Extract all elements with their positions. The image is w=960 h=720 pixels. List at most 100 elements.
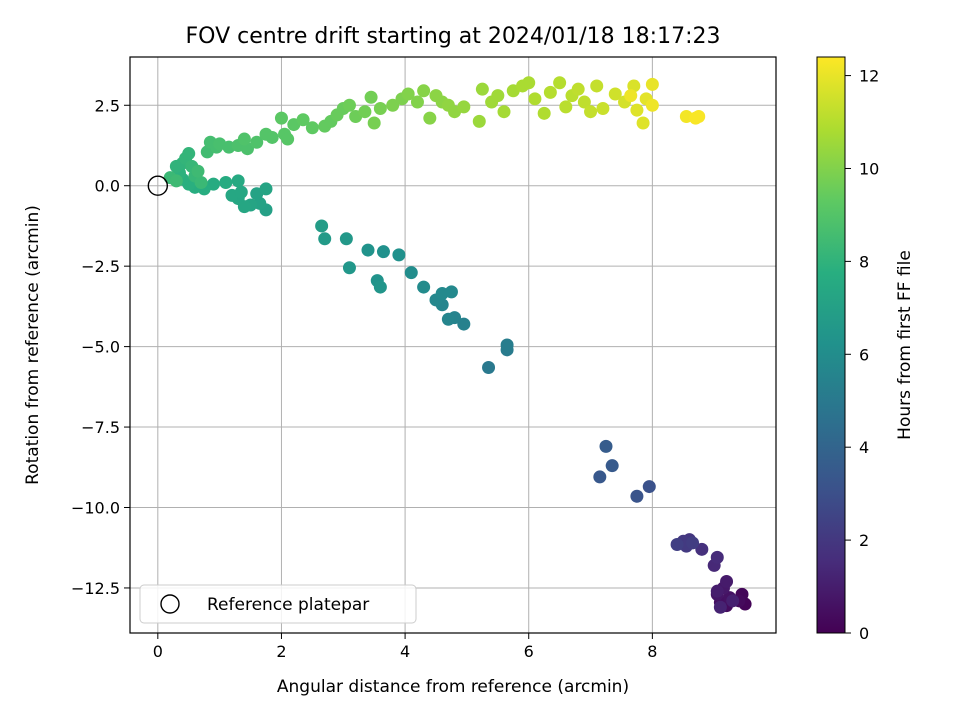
x-axis-label: Angular distance from reference (arcmin) bbox=[277, 677, 629, 697]
data-point bbox=[417, 280, 431, 294]
data-point bbox=[630, 103, 644, 117]
data-point bbox=[296, 113, 310, 127]
data-point bbox=[373, 280, 387, 294]
data-point bbox=[318, 232, 332, 246]
data-point bbox=[472, 114, 486, 128]
data-point bbox=[726, 594, 740, 608]
data-point bbox=[265, 130, 279, 144]
data-point bbox=[367, 116, 381, 130]
data-point bbox=[194, 175, 208, 189]
x-tick-label: 2 bbox=[276, 642, 286, 661]
y-tick-label: −2.5 bbox=[81, 257, 120, 276]
data-point bbox=[713, 600, 727, 614]
data-point bbox=[231, 174, 245, 188]
reference-platepar-marker bbox=[147, 175, 169, 196]
data-point bbox=[720, 575, 734, 589]
grid bbox=[130, 57, 776, 633]
y-tick-label: −7.5 bbox=[81, 418, 120, 437]
y-axis-ticks: 2.5 0.0 −2.5 −5.0 −7.5 −10.0 −12.5 bbox=[71, 96, 130, 598]
legend-marker-open-circle bbox=[160, 594, 180, 614]
data-point bbox=[543, 85, 557, 99]
colorbar-label: Hours from first FF file bbox=[895, 250, 915, 440]
data-point bbox=[599, 439, 613, 453]
data-point bbox=[670, 538, 684, 552]
data-point bbox=[577, 95, 591, 109]
data-point bbox=[553, 76, 567, 90]
data-point bbox=[274, 111, 288, 125]
data-point bbox=[636, 116, 650, 130]
legend: Reference platepar bbox=[139, 584, 417, 624]
data-point bbox=[364, 90, 378, 104]
y-tick-label: −5.0 bbox=[81, 338, 120, 357]
data-point bbox=[695, 542, 709, 556]
data-point bbox=[191, 164, 205, 178]
data-point bbox=[497, 105, 511, 119]
data-point bbox=[500, 338, 514, 352]
data-point bbox=[234, 185, 248, 199]
data-point bbox=[686, 536, 700, 550]
y-tick-label: 0.0 bbox=[95, 177, 120, 196]
data-point bbox=[624, 89, 638, 103]
data-point bbox=[491, 89, 505, 103]
data-point bbox=[710, 550, 724, 564]
data-point bbox=[596, 101, 610, 115]
colorbar-gradient bbox=[816, 56, 846, 634]
data-point bbox=[392, 248, 406, 262]
data-point bbox=[361, 243, 375, 257]
data-point bbox=[590, 79, 604, 93]
colorbar-tick-label: 10 bbox=[859, 159, 879, 178]
data-point bbox=[642, 480, 656, 494]
data-point bbox=[219, 175, 233, 189]
x-tick-label: 4 bbox=[400, 642, 410, 661]
legend-box bbox=[139, 584, 417, 624]
reference-marker-layer bbox=[147, 175, 169, 196]
colorbar-tick-label: 6 bbox=[859, 345, 869, 364]
data-point bbox=[404, 266, 418, 280]
data-point bbox=[169, 174, 183, 188]
x-tick-label: 8 bbox=[647, 642, 657, 661]
colorbar-tick-label: 4 bbox=[859, 438, 869, 457]
data-point bbox=[528, 92, 542, 106]
data-point bbox=[584, 105, 598, 119]
plot-frame bbox=[129, 56, 777, 634]
chart-title: FOV centre drift starting at 2024/01/18 … bbox=[186, 24, 721, 49]
data-points bbox=[163, 76, 752, 614]
data-point bbox=[373, 101, 387, 115]
data-point bbox=[457, 100, 471, 114]
data-point bbox=[358, 105, 372, 119]
colorbar-tick-label: 2 bbox=[859, 531, 869, 550]
data-point bbox=[410, 95, 424, 109]
data-point bbox=[537, 106, 551, 120]
data-point bbox=[571, 82, 585, 96]
data-point bbox=[475, 82, 489, 96]
data-point bbox=[376, 245, 390, 259]
y-tick-label: −12.5 bbox=[71, 579, 120, 598]
data-point bbox=[237, 132, 251, 146]
x-tick-label: 6 bbox=[524, 642, 534, 661]
colorbar-tick-label: 12 bbox=[859, 67, 879, 86]
data-point bbox=[605, 459, 619, 473]
data-point bbox=[315, 219, 329, 233]
data-point bbox=[645, 98, 659, 112]
data-point bbox=[559, 100, 573, 114]
data-point bbox=[593, 470, 607, 484]
data-point bbox=[342, 261, 356, 275]
colorbar-tick-label: 8 bbox=[859, 252, 869, 271]
data-point bbox=[342, 98, 356, 112]
data-point bbox=[417, 84, 431, 98]
data-point bbox=[522, 76, 536, 90]
data-point bbox=[645, 77, 659, 91]
legend-label: Reference platepar bbox=[207, 595, 369, 615]
y-tick-label: 2.5 bbox=[95, 96, 120, 115]
data-point bbox=[423, 111, 437, 125]
data-point bbox=[710, 584, 724, 598]
data-point bbox=[457, 317, 471, 331]
data-point bbox=[401, 87, 415, 101]
data-point bbox=[444, 285, 458, 299]
data-point bbox=[692, 110, 706, 124]
data-point bbox=[281, 132, 295, 146]
colorbar-tick-label: 0 bbox=[859, 624, 869, 643]
data-point bbox=[250, 135, 264, 149]
y-axis-label: Rotation from reference (arcmin) bbox=[23, 205, 43, 485]
